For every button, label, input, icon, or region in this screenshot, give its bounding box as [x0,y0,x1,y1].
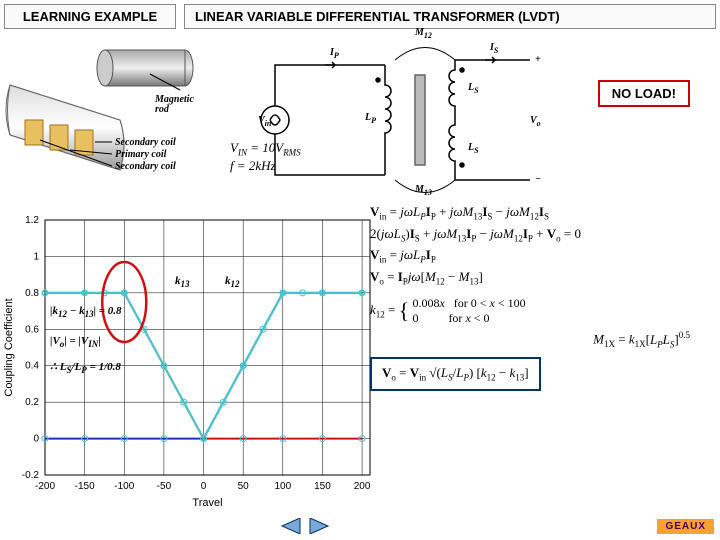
equations-block: Vin = jωLPIP + jωM13IS − jωM12IS 2(jωLS)… [370,200,710,395]
svg-text:Travel: Travel [192,497,222,509]
secondary-coil-label-2: Secondary coil [115,161,176,172]
no-load-label: NO LOAD! [598,80,690,107]
chart-annot-2: |Vo| = |VIN| [50,335,101,349]
k13-label: k13 [175,275,190,289]
svg-text:-100: -100 [114,481,134,492]
primary-coil-label: Primary coil [115,149,167,160]
svg-text:+: + [535,54,541,65]
k12-label: k12 [225,275,240,289]
lvdt-diagram: Magnetic rod Secondary coil Primary coil… [0,30,230,195]
svg-text:IP: IP [329,47,339,60]
svg-text:100: 100 [274,481,291,492]
chart-annot-1: |k12 − k13| = 0.8 [50,305,122,319]
svg-text:M13: M13 [414,184,432,195]
svg-text:−: − [535,174,541,185]
svg-text:-150: -150 [75,481,95,492]
svg-text:M12: M12 [414,27,432,40]
svg-text:50: 50 [238,481,250,492]
svg-text:Vo: Vo [530,115,541,128]
svg-text:LS: LS [467,82,479,95]
svg-text:0: 0 [201,481,207,492]
svg-text:IS: IS [489,42,499,55]
svg-text:0.2: 0.2 [25,397,39,408]
prev-icon[interactable] [280,518,302,534]
chart-annot-3: ∴ LS/LP = 1/0.8 [50,360,121,375]
secondary-coil-label-1: Secondary coil [115,137,176,148]
svg-text:1: 1 [33,251,39,262]
svg-text:Coupling Coefficient: Coupling Coefficient [3,298,15,396]
svg-text:0: 0 [33,434,39,445]
svg-text:-50: -50 [157,481,172,492]
input-equations: VIN = 10VRMS f = 2kHz [230,140,301,174]
nav-buttons [280,518,330,534]
result-equation: Vo = Vin √(LS/LP) [k12 − k13] [370,357,541,391]
svg-text:150: 150 [314,481,331,492]
svg-text:LP: LP [364,112,376,125]
next-icon[interactable] [308,518,330,534]
svg-text:0.6: 0.6 [25,324,39,335]
svg-text:200: 200 [354,481,371,492]
svg-text:Vin: Vin [258,115,272,128]
svg-text:1.2: 1.2 [25,215,39,226]
brand-badge: GEAUX [657,519,714,534]
coupling-chart: -200 -150 -100 -50 0 50 100 150 200 -0.2 0 0.2 0.4 0.… [0,210,380,510]
svg-text:0.8: 0.8 [25,288,39,299]
svg-text:-200: -200 [35,481,55,492]
svg-text:LS: LS [467,142,479,155]
svg-text:-0.2: -0.2 [22,470,40,481]
svg-text:rod: rod [155,104,170,115]
header-left: LEARNING EXAMPLE [4,4,176,29]
svg-text:0.4: 0.4 [25,361,39,372]
